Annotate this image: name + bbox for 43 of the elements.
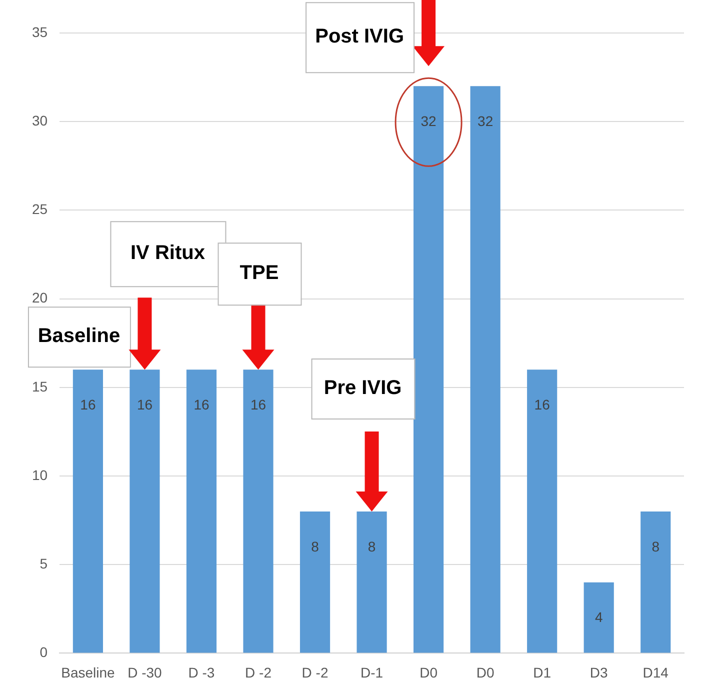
data-label: 16 xyxy=(194,396,210,413)
x-tick-label: D0 xyxy=(476,664,494,680)
x-tick-label: D1 xyxy=(533,664,552,680)
x-tick-label: D0 xyxy=(420,664,438,680)
y-tick-label: 5 xyxy=(40,555,48,572)
bar xyxy=(527,370,558,653)
annotation: Baseline xyxy=(38,325,120,348)
annotation: TPE xyxy=(240,262,279,284)
x-tick-label: D3 xyxy=(590,664,608,680)
y-tick-label: 10 xyxy=(32,466,48,483)
bar xyxy=(470,86,500,653)
data-label: 16 xyxy=(80,396,96,413)
x-tick-label: D -30 xyxy=(128,664,162,680)
y-tick-label: 20 xyxy=(32,290,48,306)
y-tick-label: 15 xyxy=(32,378,48,394)
bar xyxy=(584,582,614,653)
y-tick-label: 0 xyxy=(40,644,48,660)
data-label: 32 xyxy=(420,113,437,130)
bar xyxy=(72,370,103,653)
bar xyxy=(186,370,217,653)
bar xyxy=(300,511,330,653)
x-tick-label: D -2 xyxy=(302,664,328,680)
data-label: 8 xyxy=(311,538,320,554)
x-tick-label: D -3 xyxy=(188,664,215,680)
annotation: Post IVIG xyxy=(315,26,404,48)
x-tick-label: D14 xyxy=(642,664,669,680)
data-label: 16 xyxy=(534,396,550,413)
data-label: 8 xyxy=(652,538,660,554)
bar xyxy=(640,511,671,653)
x-tick-label: D-1 xyxy=(360,664,384,680)
data-label: 16 xyxy=(250,396,266,413)
x-tick-label: Baseline xyxy=(61,664,116,680)
annotation: Pre IVIG xyxy=(324,376,402,399)
y-tick-label: 35 xyxy=(32,24,48,40)
data-label: 8 xyxy=(368,538,376,554)
bar xyxy=(414,86,444,653)
data-label: 16 xyxy=(136,396,153,413)
data-label: 4 xyxy=(594,609,603,626)
y-tick-label: 30 xyxy=(32,112,48,128)
x-tick-label: D -2 xyxy=(245,664,272,680)
y-tick-label: 25 xyxy=(32,201,48,218)
data-label: 32 xyxy=(478,113,494,130)
annotation: IV Ritux xyxy=(130,242,205,264)
